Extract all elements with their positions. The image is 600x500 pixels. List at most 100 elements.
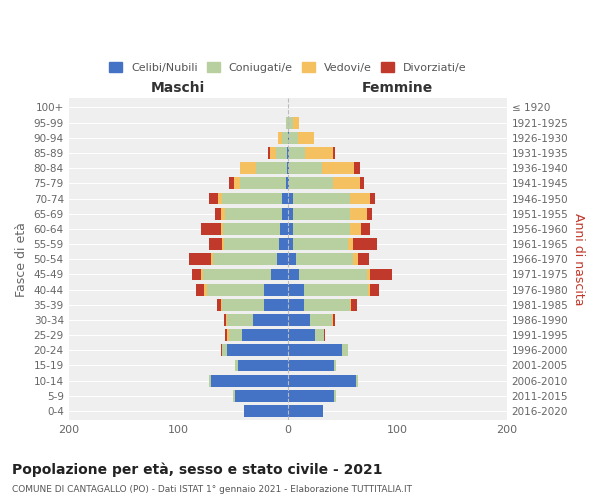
Bar	[350, 208, 367, 220]
Y-axis label: Fasce di età: Fasce di età	[15, 222, 28, 296]
Bar	[289, 178, 332, 190]
Y-axis label: Anni di nascita: Anni di nascita	[572, 213, 585, 306]
Bar	[287, 360, 334, 372]
Bar	[287, 162, 289, 174]
Bar	[239, 162, 256, 174]
Bar	[279, 238, 287, 250]
Bar	[350, 223, 361, 235]
Bar	[287, 344, 343, 356]
Bar	[217, 299, 221, 310]
Bar	[215, 208, 221, 220]
Bar	[225, 208, 282, 220]
Bar	[331, 314, 332, 326]
Bar	[305, 147, 332, 159]
Bar	[310, 314, 331, 326]
Bar	[360, 178, 364, 190]
Bar	[203, 268, 271, 280]
Bar	[222, 192, 282, 204]
Bar	[222, 299, 263, 310]
Bar	[356, 375, 358, 386]
Bar	[222, 344, 227, 356]
Bar	[221, 344, 222, 356]
Bar	[293, 116, 299, 128]
Bar	[282, 192, 287, 204]
Bar	[287, 284, 304, 296]
Bar	[287, 405, 323, 417]
Bar	[268, 147, 270, 159]
Bar	[205, 284, 206, 296]
Bar	[235, 390, 287, 402]
Bar	[332, 147, 335, 159]
Bar	[287, 375, 356, 386]
Text: Femmine: Femmine	[362, 82, 433, 96]
Bar	[256, 162, 287, 174]
Bar	[221, 299, 222, 310]
Bar	[234, 178, 239, 190]
Bar	[315, 329, 324, 341]
Bar	[282, 208, 287, 220]
Bar	[350, 299, 351, 310]
Bar	[253, 314, 287, 326]
Bar	[287, 147, 289, 159]
Bar	[353, 238, 377, 250]
Bar	[209, 238, 222, 250]
Bar	[348, 238, 353, 250]
Bar	[270, 147, 275, 159]
Bar	[286, 116, 287, 128]
Bar	[278, 132, 282, 143]
Bar	[223, 223, 280, 235]
Bar	[332, 314, 335, 326]
Bar	[189, 254, 211, 265]
Bar	[370, 192, 376, 204]
Bar	[324, 329, 325, 341]
Bar	[304, 299, 350, 310]
Bar	[289, 147, 305, 159]
Bar	[233, 390, 235, 402]
Bar	[229, 329, 242, 341]
Bar	[368, 284, 370, 296]
Bar	[227, 329, 229, 341]
Bar	[351, 299, 356, 310]
Bar	[293, 192, 350, 204]
Bar	[287, 178, 289, 190]
Legend: Celibi/Nubili, Coniugati/e, Vedovi/e, Divorziati/e: Celibi/Nubili, Coniugati/e, Vedovi/e, Di…	[106, 59, 470, 76]
Bar	[361, 223, 370, 235]
Bar	[227, 344, 287, 356]
Bar	[201, 223, 221, 235]
Bar	[218, 192, 222, 204]
Bar	[238, 360, 287, 372]
Bar	[293, 238, 348, 250]
Bar	[287, 390, 334, 402]
Bar	[367, 268, 370, 280]
Bar	[286, 178, 287, 190]
Bar	[334, 390, 336, 402]
Bar	[370, 268, 392, 280]
Bar	[213, 254, 277, 265]
Bar	[275, 147, 287, 159]
Bar	[287, 223, 293, 235]
Bar	[282, 132, 287, 143]
Bar	[353, 254, 358, 265]
Bar	[334, 360, 336, 372]
Bar	[222, 238, 224, 250]
Bar	[211, 375, 287, 386]
Bar	[271, 268, 287, 280]
Text: Popolazione per età, sesso e stato civile - 2021: Popolazione per età, sesso e stato civil…	[12, 462, 383, 477]
Bar	[209, 375, 211, 386]
Bar	[287, 314, 310, 326]
Bar	[206, 284, 263, 296]
Bar	[263, 284, 287, 296]
Bar	[289, 162, 322, 174]
Bar	[239, 178, 286, 190]
Bar	[244, 405, 287, 417]
Bar	[201, 268, 203, 280]
Bar	[229, 178, 234, 190]
Bar	[298, 132, 314, 143]
Bar	[221, 223, 223, 235]
Bar	[322, 162, 355, 174]
Bar	[287, 116, 293, 128]
Bar	[296, 254, 353, 265]
Bar	[277, 254, 287, 265]
Bar	[193, 268, 201, 280]
Bar	[287, 268, 299, 280]
